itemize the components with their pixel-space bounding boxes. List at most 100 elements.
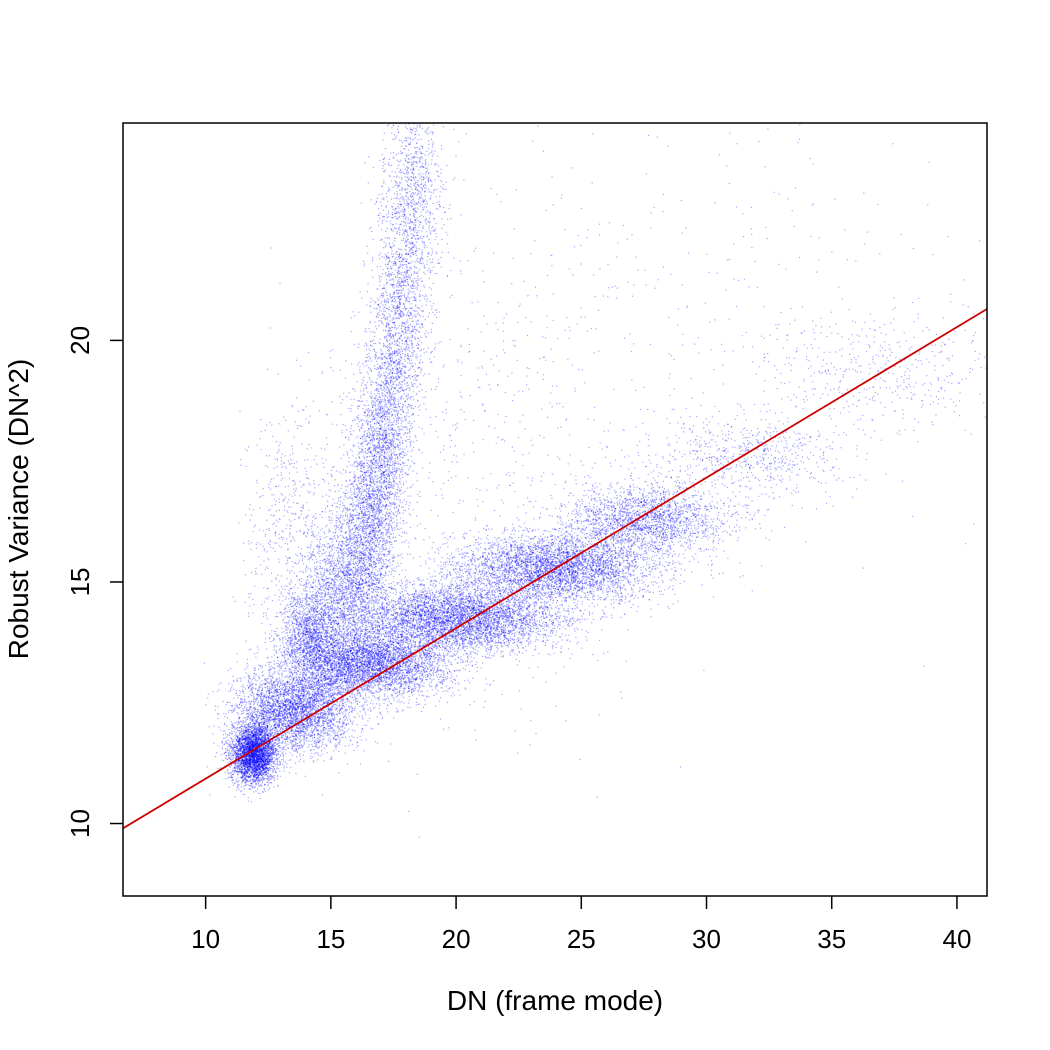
data-point [285,738,287,740]
data-point [265,754,267,756]
data-point [249,765,251,767]
data-point [209,794,211,796]
data-point [268,666,270,668]
data-point [241,764,243,766]
data-point [247,773,249,775]
data-point [272,757,274,759]
data-point [236,767,238,769]
data-point [263,764,265,766]
data-point [260,751,263,753]
data-point [268,756,270,758]
data-point [258,763,260,765]
data-point [239,754,241,756]
data-point [249,758,251,761]
data-point [253,702,255,705]
data-point [256,749,258,751]
data-point [238,723,240,725]
data-point [241,724,243,726]
data-point [227,753,229,755]
data-point [255,737,257,739]
data-point [256,748,258,751]
data-point [277,672,279,675]
data-point [260,757,262,759]
data-point [247,756,249,758]
data-point [261,756,263,758]
data-point [277,763,279,766]
data-point [257,734,259,737]
data-point [236,780,238,782]
data-point [251,767,253,769]
data-point [246,743,248,745]
data-point [253,759,255,761]
data-point [245,738,247,740]
data-point [248,736,250,738]
data-point [239,765,241,767]
data-point [246,770,248,772]
data-point [251,756,253,758]
data-point [260,729,262,731]
data-point [253,707,255,709]
data-point [253,733,255,735]
data-point [256,769,259,771]
data-point [235,760,237,762]
data-point [266,768,268,770]
data-point [241,758,243,760]
data-point [249,788,251,790]
data-point [249,755,251,757]
data-point [247,766,249,768]
data-point [252,757,254,759]
data-point [238,737,240,739]
data-point [265,759,267,761]
data-point [251,756,253,758]
data-point [249,736,251,738]
data-point [248,759,250,761]
data-point [273,701,276,703]
data-point [262,753,264,755]
data-point [263,765,265,767]
data-point [247,730,249,732]
data-point [228,786,230,788]
data-point [262,751,264,753]
data-point [265,730,267,732]
data-point [252,759,254,761]
data-point [234,770,236,772]
data-point [237,741,239,743]
data-point [252,748,254,750]
data-point [365,739,367,741]
data-point [258,743,260,745]
data-point [260,730,262,732]
data-point [315,751,317,753]
data-point [238,780,240,782]
data-point [284,741,287,743]
data-point [246,749,248,751]
data-point [263,763,265,765]
data-point [238,760,240,762]
data-point [305,721,307,723]
data-point [265,765,267,767]
data-point [256,743,258,745]
data-point [252,757,255,759]
data-point [269,762,271,764]
data-point [270,767,272,769]
data-point [258,782,260,784]
data-point [272,753,274,755]
data-point [284,742,286,744]
data-point [264,712,266,714]
data-point [257,780,259,782]
data-point [244,775,247,778]
data-point [228,750,230,752]
data-point [257,776,259,778]
data-point [235,781,237,783]
data-point [262,769,264,771]
data-point [272,756,274,758]
data-point [282,753,284,755]
data-point [251,748,253,750]
data-point [246,766,248,769]
data-point [354,706,357,708]
data-point [250,739,252,742]
data-point [232,773,234,775]
data-point [238,759,240,761]
data-point [249,758,251,760]
data-point [250,760,252,762]
data-point [236,712,238,714]
